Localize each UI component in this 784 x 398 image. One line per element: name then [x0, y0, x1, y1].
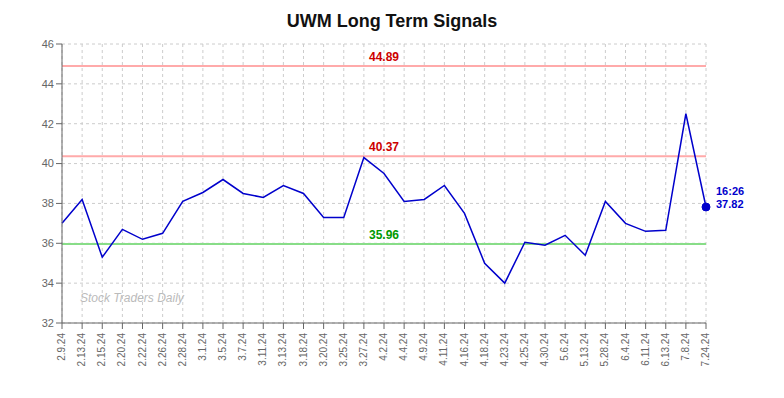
svg-text:3.20.24: 3.20.24 — [318, 333, 329, 367]
svg-text:38: 38 — [42, 197, 54, 209]
svg-text:4.25.24: 4.25.24 — [519, 333, 530, 367]
svg-text:3.13.24: 3.13.24 — [277, 333, 288, 367]
svg-text:42: 42 — [42, 118, 54, 130]
svg-text:4.11.24: 4.11.24 — [438, 333, 449, 366]
svg-text:6.4.24: 6.4.24 — [620, 333, 631, 361]
svg-text:40: 40 — [42, 157, 54, 169]
svg-text:4.30.24: 4.30.24 — [539, 333, 550, 367]
svg-text:4.4.24: 4.4.24 — [398, 333, 409, 361]
svg-text:3.1.24: 3.1.24 — [197, 333, 208, 361]
svg-text:3.25.24: 3.25.24 — [338, 333, 349, 367]
svg-text:36: 36 — [42, 237, 54, 249]
svg-text:35.96: 35.96 — [369, 228, 399, 242]
html-text:Stock Traders Daily: Stock Traders Daily — [80, 291, 184, 305]
svg-text:2.13.24: 2.13.24 — [76, 333, 87, 367]
svg-text:34: 34 — [42, 277, 54, 289]
svg-text:3.18.24: 3.18.24 — [298, 333, 309, 367]
html-text:UWM Long Term Signals: UWM Long Term Signals — [286, 11, 498, 31]
svg-text:46: 46 — [42, 38, 54, 50]
svg-text:3.5.24: 3.5.24 — [217, 333, 228, 361]
svg-text:44.89: 44.89 — [369, 50, 399, 64]
svg-text:3.7.24: 3.7.24 — [237, 333, 248, 361]
svg-text:2.9.24: 2.9.24 — [56, 333, 67, 361]
svg-text:2.20.24: 2.20.24 — [116, 333, 127, 367]
svg-text:2.15.24: 2.15.24 — [96, 333, 107, 367]
svg-text:5.28.24: 5.28.24 — [599, 333, 610, 367]
svg-text:2.26.24: 2.26.24 — [157, 333, 168, 367]
svg-text:44: 44 — [42, 78, 54, 90]
svg-text:3.27.24: 3.27.24 — [358, 333, 369, 367]
svg-text:2.22.24: 2.22.24 — [137, 333, 148, 367]
svg-text:7.24.24: 7.24.24 — [700, 333, 711, 367]
svg-text:2.28.24: 2.28.24 — [177, 333, 188, 367]
svg-text:5.6.24: 5.6.24 — [559, 333, 570, 361]
svg-text:3.11.24: 3.11.24 — [257, 333, 268, 366]
svg-text:4.2.24: 4.2.24 — [378, 333, 389, 361]
svg-text:16:2637.82: 16:2637.82 — [716, 185, 744, 210]
svg-text:6.11.24: 6.11.24 — [640, 333, 651, 366]
svg-text:7.8.24: 7.8.24 — [680, 333, 691, 361]
svg-text:4.18.24: 4.18.24 — [479, 333, 490, 367]
svg-text:4.16.24: 4.16.24 — [459, 333, 470, 367]
svg-text:4.9.24: 4.9.24 — [418, 333, 429, 361]
svg-text:4.23.24: 4.23.24 — [499, 333, 510, 367]
svg-text:40.37: 40.37 — [369, 140, 399, 154]
svg-text:6.13.24: 6.13.24 — [660, 333, 671, 367]
svg-text:5.13.24: 5.13.24 — [579, 333, 590, 367]
svg-text:32: 32 — [42, 317, 54, 329]
